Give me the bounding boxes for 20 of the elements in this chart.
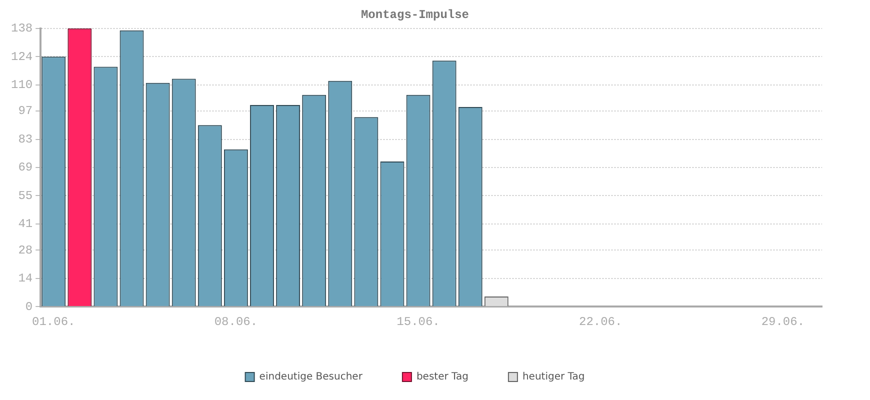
x-tick-label: 08.06. xyxy=(214,314,258,329)
y-tick-label: 97 xyxy=(18,104,33,118)
y-tick-label: 41 xyxy=(18,217,33,232)
y-tick-label: 55 xyxy=(18,188,33,203)
x-tick-label: 29.06. xyxy=(761,314,805,329)
legend-label: heutiger Tag xyxy=(522,372,585,383)
y-tick-label: 83 xyxy=(18,132,33,146)
y-tick-label: 28 xyxy=(18,243,33,258)
y-tick-label: 69 xyxy=(18,160,33,175)
y-tick-label: 14 xyxy=(18,272,33,286)
y-tick-label: 0 xyxy=(25,300,33,314)
y-tick-label: 138 xyxy=(10,22,33,36)
chart-title: Montags-Impulse xyxy=(360,8,470,22)
y-tick-label: 110 xyxy=(10,78,33,92)
x-tick-label: 15.06. xyxy=(396,314,440,329)
legend-label: eindeutige Besucher xyxy=(259,372,364,383)
x-tick-label: 01.06. xyxy=(32,314,76,329)
legend-label: bester Tag xyxy=(416,372,468,383)
y-tick-label: 124 xyxy=(10,50,33,64)
x-tick-label: 22.06. xyxy=(578,314,622,329)
